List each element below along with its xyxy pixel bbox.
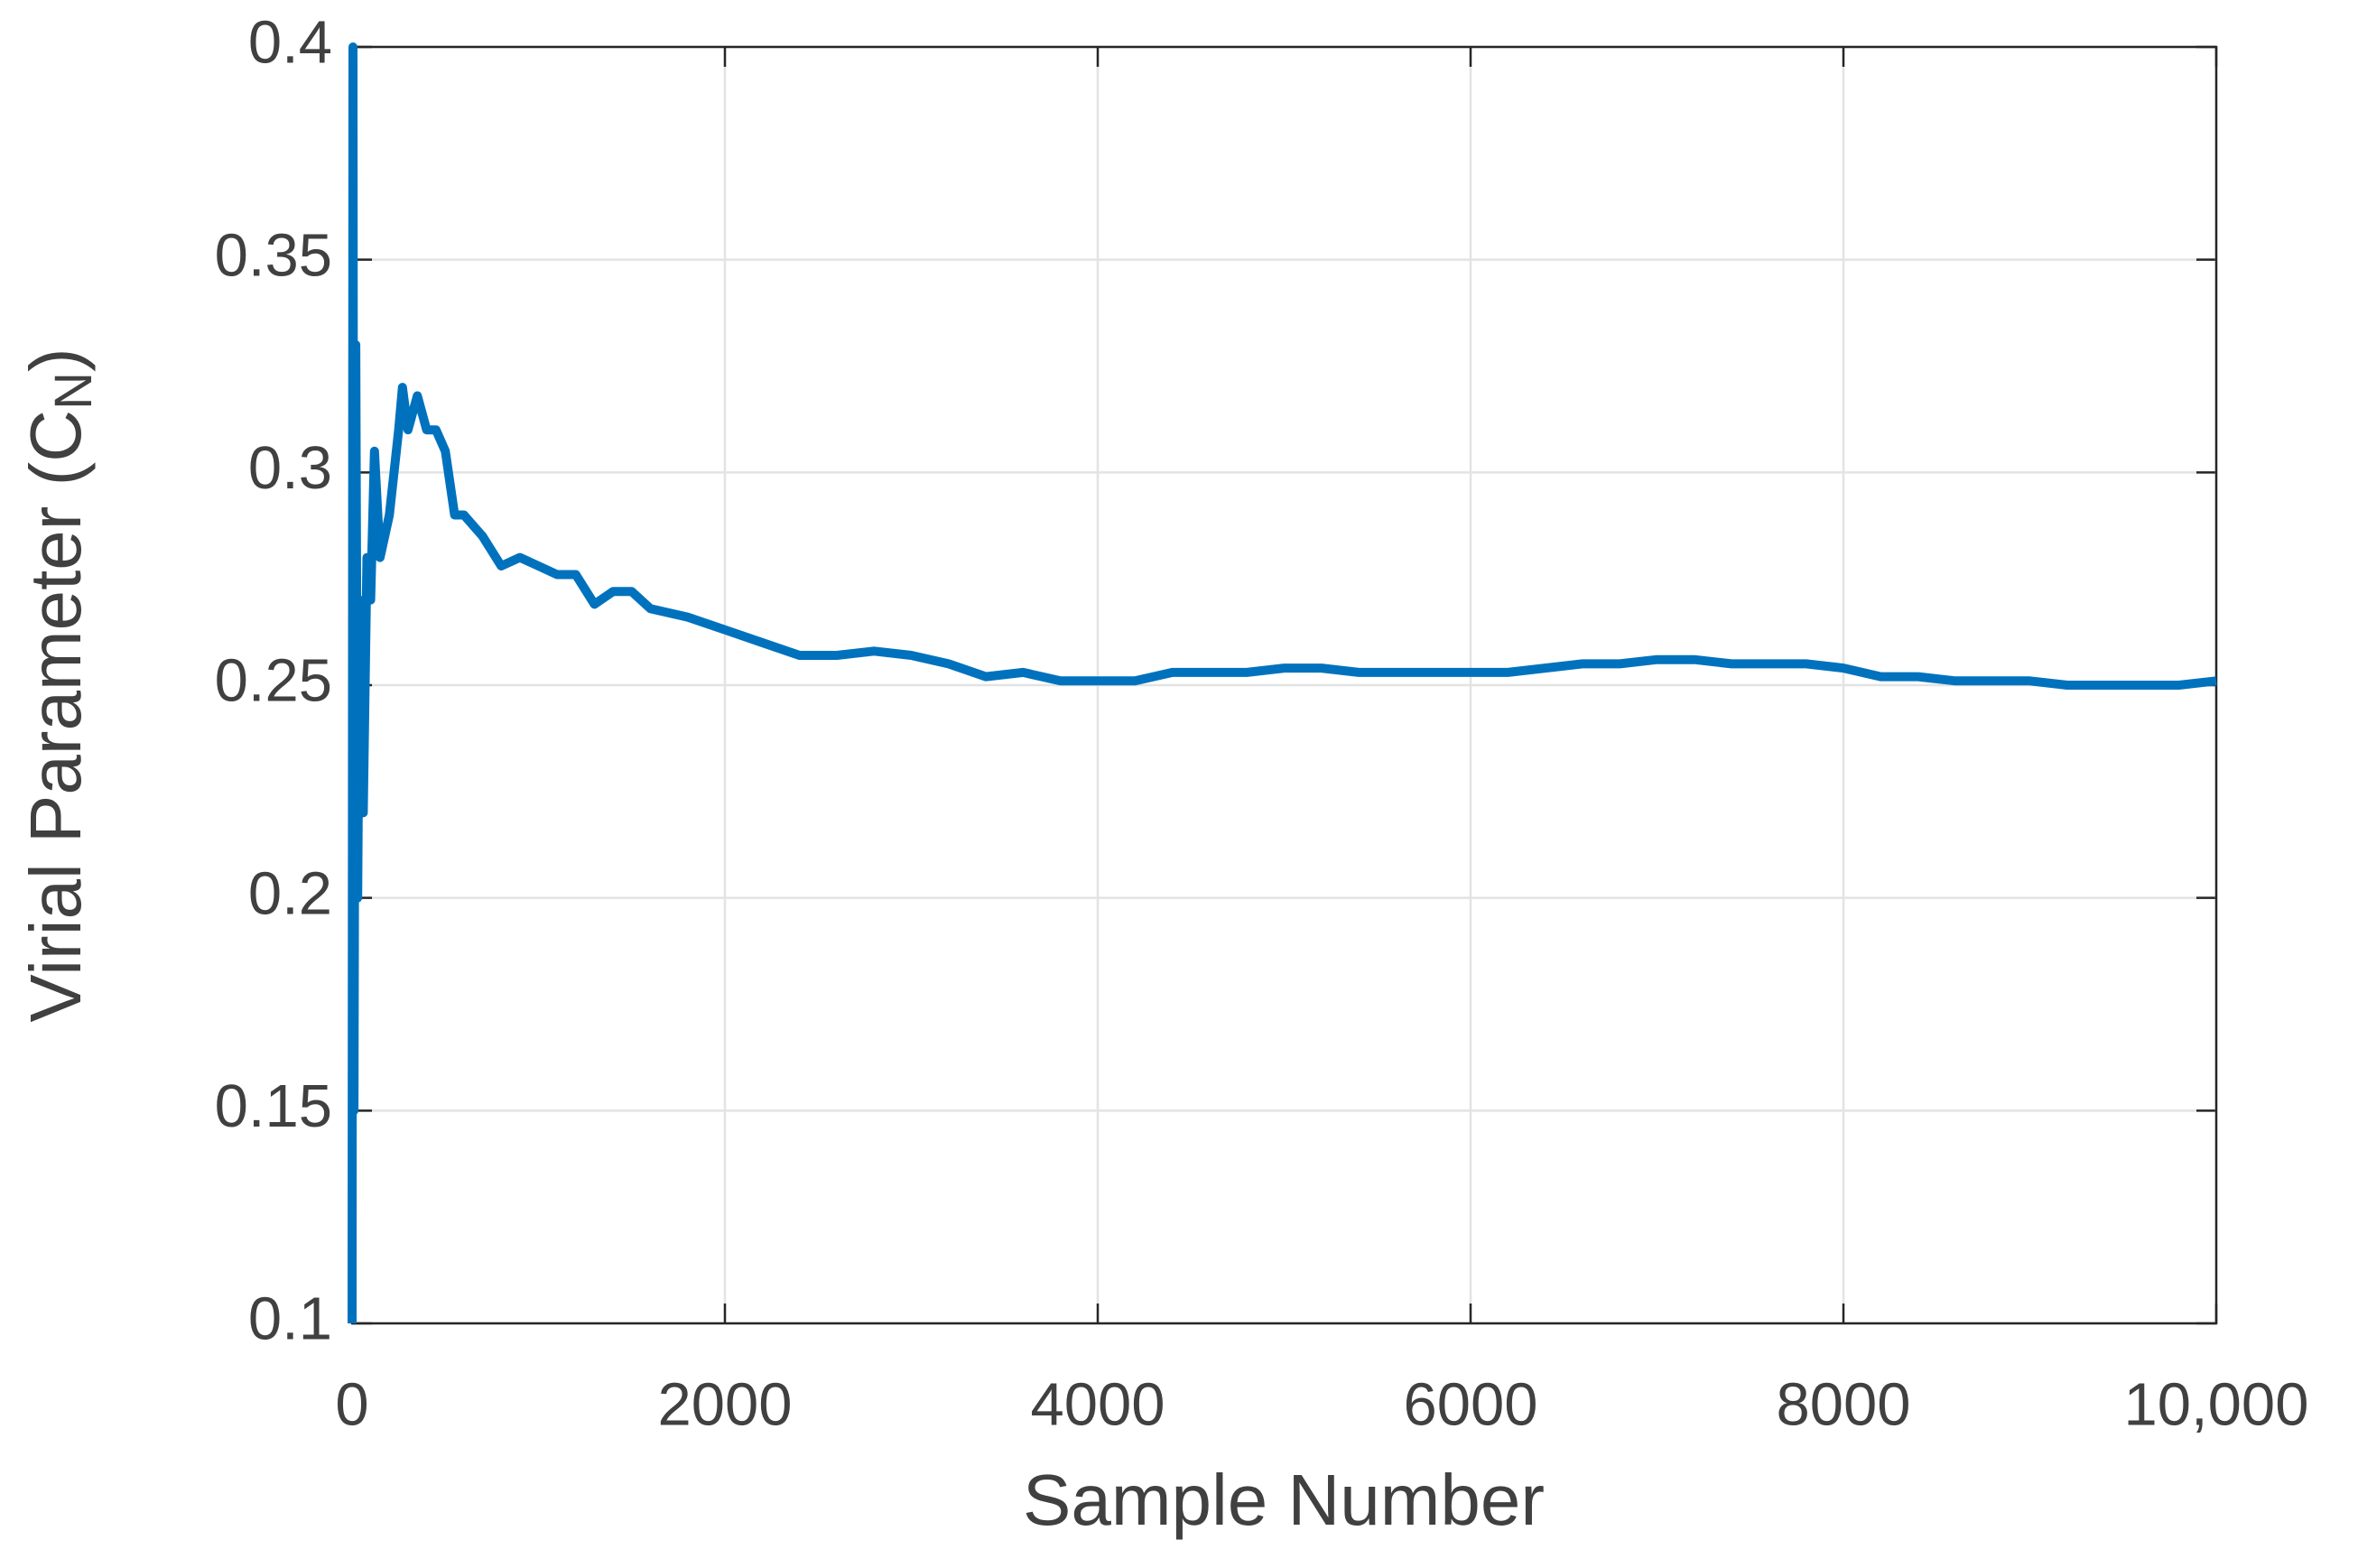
x-tick-label: 4000 bbox=[1030, 1371, 1165, 1439]
y-axis-label-text: Virial Parameter (C bbox=[15, 410, 96, 1023]
y-tick-label: 0.15 bbox=[215, 1072, 332, 1140]
y-tick-label: 0.25 bbox=[215, 647, 332, 715]
y-axis-label-suffix: ) bbox=[15, 348, 96, 372]
y-axis-label: Virial Parameter (CN) bbox=[15, 348, 103, 1022]
y-axis-label-subscript: N bbox=[44, 372, 103, 410]
y-tick-label: 0.35 bbox=[215, 221, 332, 289]
x-tick-label: 8000 bbox=[1776, 1371, 1910, 1439]
y-tick-label: 0.1 bbox=[248, 1285, 332, 1353]
data-line bbox=[348, 42, 2217, 1324]
x-axis-label: Sample Number bbox=[1023, 1460, 1545, 1540]
x-tick-label: 10,000 bbox=[2124, 1371, 2309, 1439]
x-tick-label: 6000 bbox=[1403, 1371, 1537, 1439]
x-tick-label: 2000 bbox=[657, 1371, 792, 1439]
y-tick-label: 0.2 bbox=[248, 859, 332, 927]
x-tick-label: 0 bbox=[335, 1371, 368, 1439]
y-tick-label: 0.4 bbox=[248, 9, 332, 77]
y-tick-label: 0.3 bbox=[248, 434, 332, 502]
